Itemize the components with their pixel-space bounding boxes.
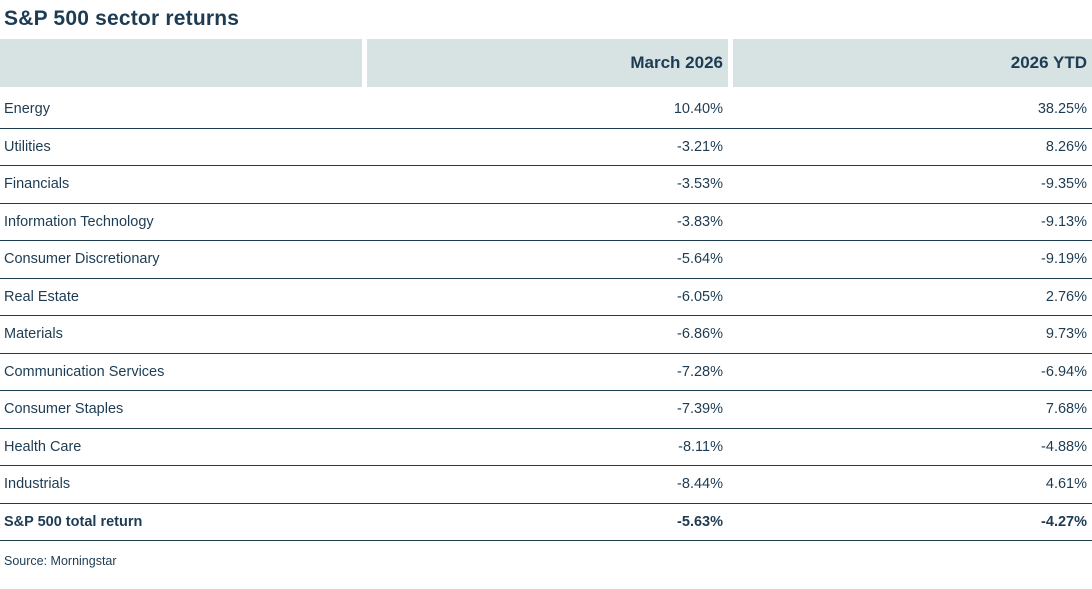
sector-returns-table: March 2026 2026 YTD Energy 10.40% 38.25% Ut… <box>0 39 1092 541</box>
table-row: Consumer Staples -7.39% 7.68% <box>0 391 1092 429</box>
ytd-2026-value-cell: 8.26% <box>728 128 1092 166</box>
sector-name-cell: Utilities <box>0 128 362 166</box>
table-row: Information Technology -3.83% -9.13% <box>0 203 1092 241</box>
sector-name-cell: Consumer Staples <box>0 391 362 429</box>
ytd-2026-value-cell: 9.73% <box>728 316 1092 354</box>
table-row: Real Estate -6.05% 2.76% <box>0 278 1092 316</box>
sector-name-cell: Information Technology <box>0 203 362 241</box>
column-header-sector <box>0 39 362 91</box>
table-total-row: S&P 500 total return -5.63% -4.27% <box>0 503 1092 541</box>
ytd-2026-value-cell: 4.61% <box>728 466 1092 504</box>
table-row: Materials -6.86% 9.73% <box>0 316 1092 354</box>
sector-name-cell: Health Care <box>0 428 362 466</box>
march-2026-value-cell: -8.11% <box>362 428 728 466</box>
march-2026-value-cell: -8.44% <box>362 466 728 504</box>
march-2026-value-cell: -7.39% <box>362 391 728 429</box>
sector-name-cell: Real Estate <box>0 278 362 316</box>
ytd-2026-value-cell: -6.94% <box>728 353 1092 391</box>
table-row: Financials -3.53% -9.35% <box>0 166 1092 204</box>
sector-name-cell: Financials <box>0 166 362 204</box>
table-row: Health Care -8.11% -4.88% <box>0 428 1092 466</box>
march-2026-value-cell: 10.40% <box>362 91 728 129</box>
ytd-2026-value-cell: -4.88% <box>728 428 1092 466</box>
ytd-2026-value-cell: -9.35% <box>728 166 1092 204</box>
ytd-2026-value-cell: -9.19% <box>728 241 1092 279</box>
march-2026-value-cell: -6.86% <box>362 316 728 354</box>
sector-name-cell: Communication Services <box>0 353 362 391</box>
march-2026-value-cell: -7.28% <box>362 353 728 391</box>
table-row: Energy 10.40% 38.25% <box>0 91 1092 129</box>
sector-name-cell: Materials <box>0 316 362 354</box>
sector-returns-page: S&P 500 sector returns March 2026 2026 Y… <box>0 7 1092 568</box>
ytd-2026-value-cell: -4.27% <box>728 503 1092 541</box>
table-header-row: March 2026 2026 YTD <box>0 39 1092 91</box>
column-header-2026-ytd: 2026 YTD <box>728 39 1092 91</box>
column-header-march-2026: March 2026 <box>362 39 728 91</box>
sector-name-cell: Energy <box>0 91 362 129</box>
source-note: Source: Morningstar <box>4 554 117 568</box>
march-2026-value-cell: -3.21% <box>362 128 728 166</box>
table-row: Communication Services -7.28% -6.94% <box>0 353 1092 391</box>
table-row: Utilities -3.21% 8.26% <box>0 128 1092 166</box>
sector-name-cell: Industrials <box>0 466 362 504</box>
march-2026-value-cell: -6.05% <box>362 278 728 316</box>
ytd-2026-value-cell: 2.76% <box>728 278 1092 316</box>
march-2026-value-cell: -3.53% <box>362 166 728 204</box>
march-2026-value-cell: -5.63% <box>362 503 728 541</box>
table-row: Consumer Discretionary -5.64% -9.19% <box>0 241 1092 279</box>
sector-name-cell: S&P 500 total return <box>0 503 362 541</box>
ytd-2026-value-cell: 7.68% <box>728 391 1092 429</box>
march-2026-value-cell: -5.64% <box>362 241 728 279</box>
table-row: Industrials -8.44% 4.61% <box>0 466 1092 504</box>
page-title: S&P 500 sector returns <box>4 7 240 30</box>
table-body: Energy 10.40% 38.25% Utilities -3.21% 8.26% Fi… <box>0 91 1092 541</box>
ytd-2026-value-cell: -9.13% <box>728 203 1092 241</box>
sector-name-cell: Consumer Discretionary <box>0 241 362 279</box>
ytd-2026-value-cell: 38.25% <box>728 91 1092 129</box>
march-2026-value-cell: -3.83% <box>362 203 728 241</box>
